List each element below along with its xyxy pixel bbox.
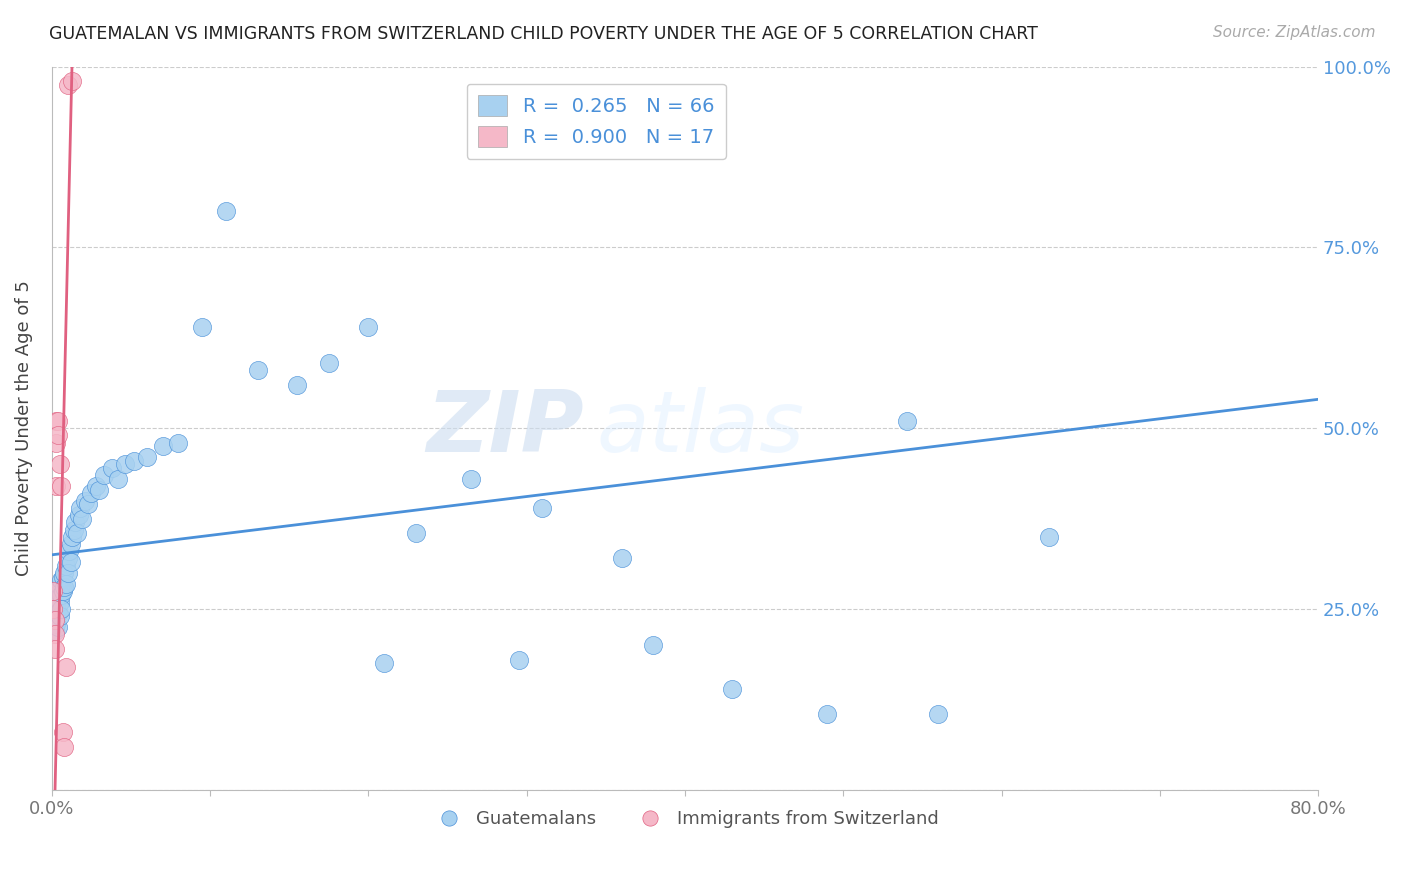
Point	[721, 681, 744, 696]
Point	[48, 581, 70, 595]
Point	[45, 414, 67, 428]
Point	[52, 725, 75, 739]
Point	[508, 653, 530, 667]
Point	[42, 584, 65, 599]
Point	[55, 660, 77, 674]
Point	[66, 526, 89, 541]
Point	[56, 78, 79, 92]
Point	[357, 320, 380, 334]
Point	[191, 320, 214, 334]
Text: GUATEMALAN VS IMMIGRANTS FROM SWITZERLAND CHILD POVERTY UNDER THE AGE OF 5 CORRE: GUATEMALAN VS IMMIGRANTS FROM SWITZERLAN…	[49, 25, 1038, 43]
Point	[373, 657, 395, 671]
Point	[460, 472, 482, 486]
Y-axis label: Child Poverty Under the Age of 5: Child Poverty Under the Age of 5	[15, 280, 32, 576]
Point	[45, 616, 67, 631]
Point	[46, 620, 69, 634]
Point	[44, 624, 66, 638]
Point	[44, 641, 66, 656]
Point	[53, 566, 76, 580]
Point	[318, 356, 340, 370]
Point	[44, 613, 66, 627]
Point	[80, 486, 103, 500]
Point	[89, 483, 111, 497]
Point	[56, 566, 79, 580]
Point	[51, 573, 73, 587]
Point	[70, 511, 93, 525]
Point	[45, 599, 67, 613]
Point	[59, 537, 82, 551]
Point	[67, 508, 90, 522]
Point	[610, 551, 633, 566]
Point	[42, 602, 65, 616]
Point	[45, 588, 67, 602]
Point	[58, 544, 80, 558]
Point	[63, 523, 86, 537]
Text: atlas: atlas	[596, 387, 804, 470]
Point	[246, 363, 269, 377]
Point	[46, 428, 69, 442]
Point	[815, 706, 838, 721]
Point	[46, 606, 69, 620]
Point	[56, 551, 79, 566]
Point	[93, 468, 115, 483]
Point	[42, 602, 65, 616]
Point	[46, 414, 69, 428]
Point	[643, 638, 665, 652]
Point	[53, 581, 76, 595]
Point	[45, 479, 67, 493]
Point	[52, 584, 75, 599]
Point	[73, 493, 96, 508]
Point	[53, 739, 76, 754]
Point	[215, 204, 238, 219]
Point	[60, 74, 83, 88]
Point	[55, 576, 77, 591]
Point	[896, 414, 918, 428]
Text: ZIP: ZIP	[426, 387, 583, 470]
Point	[122, 454, 145, 468]
Point	[69, 500, 91, 515]
Point	[42, 584, 65, 599]
Point	[51, 479, 73, 493]
Point	[59, 555, 82, 569]
Point	[77, 497, 100, 511]
Point	[48, 458, 70, 472]
Point	[152, 439, 174, 453]
Point	[44, 627, 66, 641]
Point	[60, 530, 83, 544]
Point	[46, 591, 69, 606]
Point	[405, 526, 427, 541]
Point	[48, 609, 70, 624]
Point	[51, 602, 73, 616]
Point	[167, 435, 190, 450]
Point	[65, 516, 87, 530]
Point	[114, 458, 136, 472]
Point	[48, 595, 70, 609]
Point	[285, 377, 308, 392]
Point	[51, 588, 73, 602]
Point	[927, 706, 949, 721]
Point	[531, 500, 554, 515]
Point	[101, 461, 124, 475]
Point	[1038, 530, 1060, 544]
Point	[44, 595, 66, 609]
Legend: Guatemalans, Immigrants from Switzerland: Guatemalans, Immigrants from Switzerland	[423, 803, 946, 835]
Point	[44, 613, 66, 627]
Point	[84, 479, 107, 493]
Text: Source: ZipAtlas.com: Source: ZipAtlas.com	[1212, 25, 1375, 40]
Point	[107, 472, 129, 486]
Point	[52, 569, 75, 583]
Point	[135, 450, 157, 465]
Point	[55, 558, 77, 573]
Point	[45, 435, 67, 450]
